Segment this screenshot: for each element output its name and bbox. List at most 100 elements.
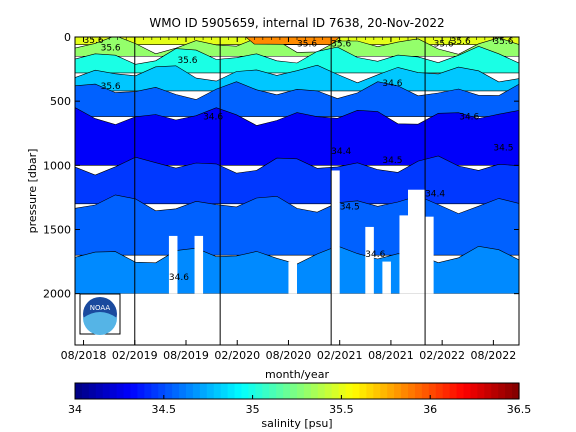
colorbar-swatch bbox=[449, 383, 458, 399]
colorbar-swatch bbox=[248, 383, 256, 399]
colorbar-swatch bbox=[380, 383, 388, 399]
data-gap bbox=[288, 261, 297, 294]
colorbar-swatch bbox=[505, 383, 513, 399]
colorbar-swatch bbox=[290, 383, 298, 399]
colorbar-tick-label: 35 bbox=[246, 403, 260, 416]
colorbar-swatch bbox=[373, 383, 381, 399]
contour-label: 35.6 bbox=[493, 37, 513, 47]
colorbar-swatch bbox=[491, 383, 499, 399]
colorbar-swatch bbox=[303, 383, 312, 399]
colorbar-tick-label: 35.5 bbox=[329, 403, 354, 416]
colorbar-swatch bbox=[186, 383, 194, 399]
x-axis-label: month/year bbox=[265, 368, 329, 381]
colorbar-swatch bbox=[199, 383, 208, 399]
contour-label: 34.4 bbox=[331, 147, 351, 157]
y-tick-label: 1000 bbox=[43, 159, 71, 172]
colorbar-swatch bbox=[345, 383, 354, 399]
colorbar-swatch bbox=[442, 383, 451, 399]
contour-label: 34.6 bbox=[382, 79, 402, 89]
data-gap bbox=[194, 235, 204, 294]
colorbar-swatch bbox=[151, 383, 159, 399]
colorbar-swatch bbox=[463, 383, 472, 399]
contour-label: 34.6 bbox=[203, 113, 223, 123]
contour-label: 34.6 bbox=[459, 113, 479, 123]
colorbar-swatch bbox=[324, 383, 333, 399]
chart-title: WMO ID 5905659, internal ID 7638, 20-Nov… bbox=[149, 16, 444, 30]
colorbar: 34 34.5 35 35.5 36 36.5 bbox=[68, 382, 531, 416]
contour-label: 35.6 bbox=[451, 37, 471, 47]
colorbar-swatch bbox=[387, 383, 395, 399]
contour-label: 34.5 bbox=[382, 156, 402, 166]
contour-label: 35.6 bbox=[434, 39, 454, 49]
colorbar-swatch bbox=[470, 383, 478, 399]
colorbar-swatch bbox=[498, 383, 506, 399]
colorbar-swatch bbox=[116, 383, 125, 399]
salinity-layer bbox=[75, 45, 519, 74]
colorbar-swatch bbox=[338, 383, 347, 399]
colorbar-swatch bbox=[366, 383, 374, 399]
no-data-region bbox=[75, 293, 519, 345]
colorbar-tick-label: 34 bbox=[68, 403, 82, 416]
x-tick-label: 08/2019 bbox=[163, 349, 209, 362]
colorbar-swatch bbox=[262, 383, 270, 399]
colorbar-swatch bbox=[165, 383, 173, 399]
data-gap bbox=[331, 170, 340, 294]
salinity-layer bbox=[75, 64, 519, 92]
colorbar-swatch bbox=[401, 383, 409, 399]
colorbar-swatch bbox=[512, 383, 520, 399]
colorbar-swatch bbox=[428, 383, 437, 399]
x-tick-label: 02/2019 bbox=[112, 349, 158, 362]
data-gap bbox=[382, 261, 391, 294]
colorbar-swatch bbox=[88, 383, 97, 399]
axes: 08/2018 02/2019 08/2019 02/2020 08/2020 02/20… bbox=[43, 31, 520, 362]
data-gap bbox=[399, 215, 408, 294]
colorbar-swatch bbox=[102, 383, 111, 399]
x-tick-label: 08/2018 bbox=[61, 349, 107, 362]
contour-label: 34.5 bbox=[340, 202, 360, 212]
logo-text: NOAA bbox=[90, 304, 111, 312]
colorbar-frame bbox=[74, 382, 520, 400]
colorbar-swatch bbox=[137, 383, 145, 399]
x-tick-label: 02/2021 bbox=[317, 349, 363, 362]
data-gap bbox=[365, 226, 374, 294]
colorbar-swatch bbox=[241, 383, 250, 399]
colorbar-swatch bbox=[394, 383, 402, 399]
contour-label: 34.6 bbox=[169, 273, 189, 283]
x-tick-label: 08/2022 bbox=[471, 349, 517, 362]
data-gap bbox=[408, 189, 426, 294]
colorbar-swatch bbox=[192, 383, 201, 399]
y-tick-label: 1500 bbox=[43, 224, 71, 237]
colorbar-tick-label: 34.5 bbox=[152, 403, 177, 416]
x-tick-label: 08/2020 bbox=[266, 349, 312, 362]
contour-label: 35.6 bbox=[84, 36, 104, 46]
y-tick-label: 2000 bbox=[43, 288, 71, 301]
colorbar-swatch bbox=[456, 383, 465, 399]
colorbar-swatch bbox=[331, 383, 340, 399]
x-tick-label: 02/2022 bbox=[419, 349, 465, 362]
salinity-layer bbox=[75, 107, 519, 166]
colorbar-swatch bbox=[123, 383, 132, 399]
y-axis-label: pressure [dbar] bbox=[26, 149, 39, 234]
colorbar-swatch bbox=[109, 383, 118, 399]
colorbar-swatch bbox=[414, 383, 423, 399]
contour-label: 35.6 bbox=[177, 56, 197, 66]
x-tick-label: 02/2020 bbox=[214, 349, 260, 362]
plot-area: 35.635.635.635.6 35.6 35.635.6 35.635.634.6… bbox=[75, 36, 519, 345]
colorbar-swatch bbox=[144, 383, 152, 399]
colorbar-swatch bbox=[81, 383, 90, 399]
salinity-layer bbox=[75, 81, 519, 117]
colorbar-swatch bbox=[477, 383, 485, 399]
contour-label: 34.5 bbox=[493, 143, 513, 153]
salinity-maximum-patch bbox=[245, 37, 341, 46]
colorbar-swatch bbox=[206, 383, 215, 399]
colorbar-swatch bbox=[158, 383, 166, 399]
colorbar-swatch bbox=[408, 383, 416, 399]
colorbar-swatch bbox=[317, 383, 326, 399]
colorbar-swatch bbox=[172, 383, 180, 399]
colorbar-swatch bbox=[276, 383, 284, 399]
colorbar-swatch bbox=[297, 383, 305, 399]
colorbar-tick-label: 36 bbox=[423, 403, 437, 416]
contour-label: 35.6 bbox=[101, 82, 121, 92]
contour-label: 34.4 bbox=[425, 190, 445, 200]
